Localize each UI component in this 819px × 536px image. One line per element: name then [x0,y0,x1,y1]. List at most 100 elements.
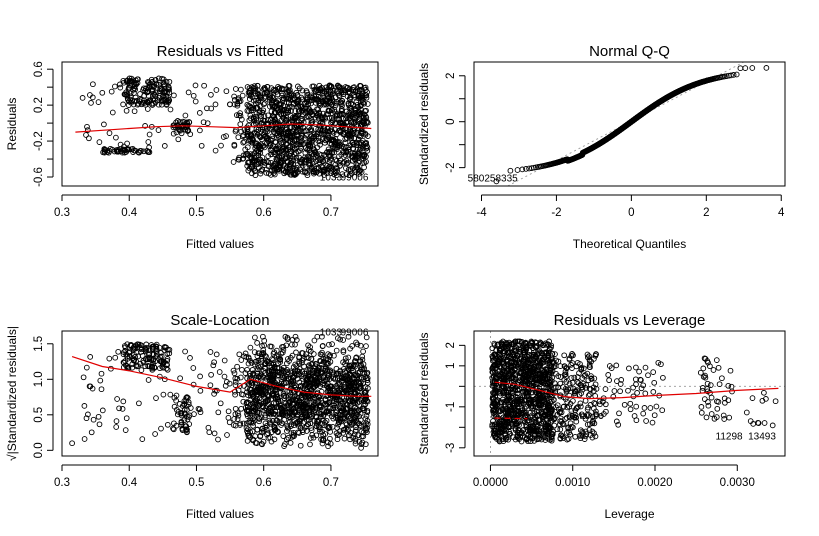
data-point [363,343,369,349]
data-point [324,170,330,177]
plot-frame [61,61,379,187]
data-point [249,136,256,143]
data-point [324,125,331,132]
data-point [355,92,362,99]
data-point [355,149,362,156]
data-point [311,96,317,103]
data-point [210,362,217,369]
data-point [257,146,264,153]
data-point [248,131,255,138]
data-point [264,140,270,146]
data-point [251,115,257,122]
data-point [215,409,222,416]
data-point [256,133,263,139]
data-point [519,166,526,173]
data-point [262,128,269,134]
data-point [254,340,260,346]
data-point [249,170,255,177]
data-point [100,149,106,156]
data-point [315,93,322,100]
data-point [343,119,350,126]
data-point [284,93,290,100]
data-point [302,105,309,112]
y-axis: 0.00.51.01.5 [33,336,54,458]
data-point [166,86,172,93]
data-point [343,161,350,167]
data-point [88,100,94,106]
data-point [353,87,359,94]
data-point [277,123,283,129]
data-point [213,87,220,93]
data-point [109,109,116,116]
data-point [200,119,207,126]
data-point [312,100,319,106]
data-point [337,128,344,135]
data-point [257,170,264,177]
y-tick-label: 0.6 [33,61,45,77]
scatter-points [493,65,770,185]
data-point [221,357,228,364]
data-point [742,65,749,71]
data-point [161,82,168,89]
data-point [312,168,319,174]
data-point [160,81,167,88]
data-point [83,132,89,138]
data-point [362,84,369,91]
data-point [343,171,350,178]
data-point [247,92,254,99]
data-point [319,127,325,134]
data-point [323,149,330,156]
data-point [309,137,316,144]
data-point [130,149,136,155]
data-point [303,144,309,151]
data-point [320,168,327,175]
data-point [253,154,259,160]
data-point [300,128,307,135]
y-tick-label: 1.0 [33,371,45,387]
data-point [342,139,349,146]
data-point [280,145,286,152]
data-point [307,94,313,101]
data-point [259,154,266,161]
data-point [333,347,340,354]
data-point [292,170,299,177]
data-point [117,84,124,91]
y-tick-label: 0.5 [33,407,45,423]
data-point [234,363,240,370]
data-point [69,440,75,447]
data-point [299,163,306,169]
data-point [234,100,241,107]
data-point [347,94,354,101]
data-point [201,82,207,89]
data-point [328,101,335,108]
data-point [315,164,322,171]
data-point [232,128,239,135]
data-point [339,143,345,150]
data-point [239,92,246,99]
data-point [325,108,332,114]
data-point [245,360,252,367]
data-point [213,351,220,358]
data-point [514,167,521,173]
x-tick-label: 0 [628,207,634,219]
y-tick-label: -0.2 [33,131,45,151]
data-point [238,405,245,412]
data-point [285,120,292,126]
data-point [240,139,247,146]
data-point [339,171,346,177]
data-point [232,86,239,92]
data-point [252,140,258,147]
x-axis: -4 -2 0 2 4 [476,194,785,219]
data-point [218,142,224,149]
data-point [120,101,126,108]
data-point [101,121,107,128]
data-point [253,110,260,117]
data-point [113,418,120,424]
data-point [128,146,135,153]
data-point [332,156,339,163]
data-point [120,398,127,405]
data-point [185,89,192,96]
y-axis-label: Residuals [5,98,19,151]
data-point [347,132,354,139]
data-point [308,164,315,171]
